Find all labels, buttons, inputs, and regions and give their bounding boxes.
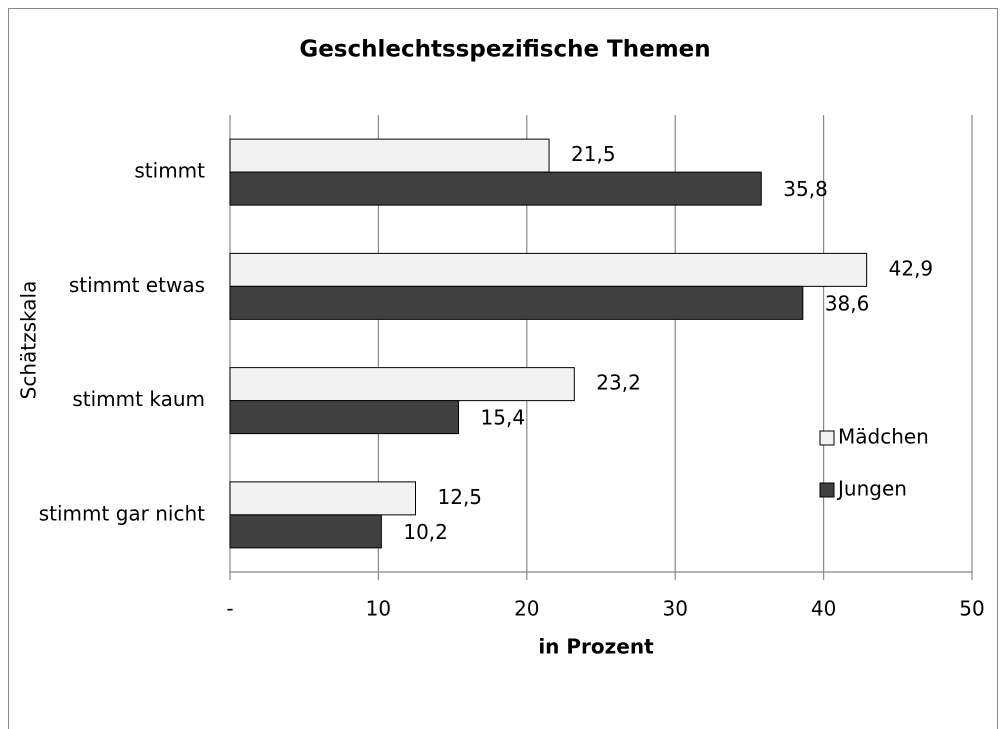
y-axis-label: Schätzskala (17, 281, 41, 400)
y-tick-label: stimmt kaum (72, 387, 205, 411)
y-tick-label: stimmt (134, 159, 205, 183)
bar (229, 400, 460, 435)
x-tick-label: 10 (366, 597, 391, 621)
value-label: 38,6 (825, 291, 870, 315)
bar (229, 138, 550, 173)
x-tick-label: 40 (811, 597, 836, 621)
bar (229, 252, 868, 287)
legend-label: Mädchen (838, 425, 929, 449)
legend-swatch (819, 482, 835, 498)
value-label: 23,2 (596, 371, 641, 395)
chart-title: Geschlechtsspezifische Themen (299, 37, 710, 63)
value-label: 42,9 (889, 256, 934, 280)
value-label: 12,5 (438, 485, 483, 509)
value-label: 10,2 (403, 520, 448, 544)
value-label: 21,5 (571, 142, 616, 166)
x-axis-label: in Prozent (538, 635, 654, 659)
x-tick-label: 50 (959, 597, 984, 621)
value-label: 15,4 (481, 406, 526, 430)
bar (229, 367, 575, 402)
bar (229, 481, 416, 516)
bar (229, 285, 804, 320)
y-tick-label: stimmt gar nicht (39, 501, 205, 525)
x-tick-label: 30 (662, 597, 687, 621)
x-tick-label: 20 (514, 597, 539, 621)
x-tick-label: - (226, 597, 233, 621)
legend-label: Jungen (836, 477, 907, 501)
value-label: 35,8 (783, 177, 828, 201)
bar (229, 514, 382, 549)
y-tick-label: stimmt etwas (69, 273, 205, 297)
legend-swatch (819, 430, 835, 446)
bar (229, 171, 762, 206)
frame (8, 8, 998, 729)
